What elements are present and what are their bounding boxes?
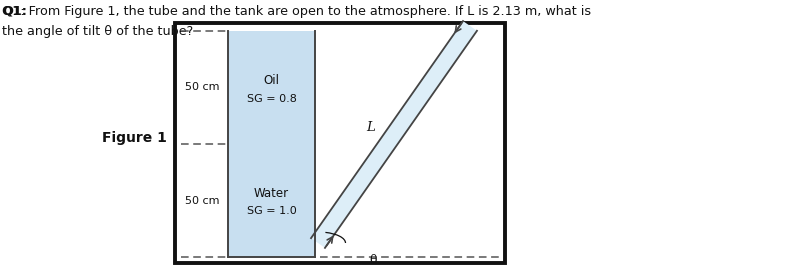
Text: Figure 1: Figure 1 (102, 131, 167, 145)
Text: Water: Water (254, 187, 289, 200)
Bar (228, 31, 315, 144)
Text: the angle of tilt θ of the tube?: the angle of tilt θ of the tube? (2, 25, 194, 38)
Polygon shape (311, 21, 477, 248)
Text: θ: θ (370, 254, 377, 268)
Text: 50 cm: 50 cm (186, 195, 220, 206)
Text: L: L (366, 121, 375, 134)
Text: Q1: From Figure 1, the tube and the tank are open to the atmosphere. If L is 2.1: Q1: From Figure 1, the tube and the tank… (2, 5, 591, 18)
Text: Q1:: Q1: (2, 5, 27, 18)
Text: Oil: Oil (263, 74, 279, 87)
Text: 50 cm: 50 cm (186, 82, 220, 93)
Bar (175, 23, 505, 263)
Text: SG = 0.8: SG = 0.8 (246, 93, 297, 103)
Text: SG = 1.0: SG = 1.0 (246, 206, 296, 216)
Bar (228, 144, 315, 257)
